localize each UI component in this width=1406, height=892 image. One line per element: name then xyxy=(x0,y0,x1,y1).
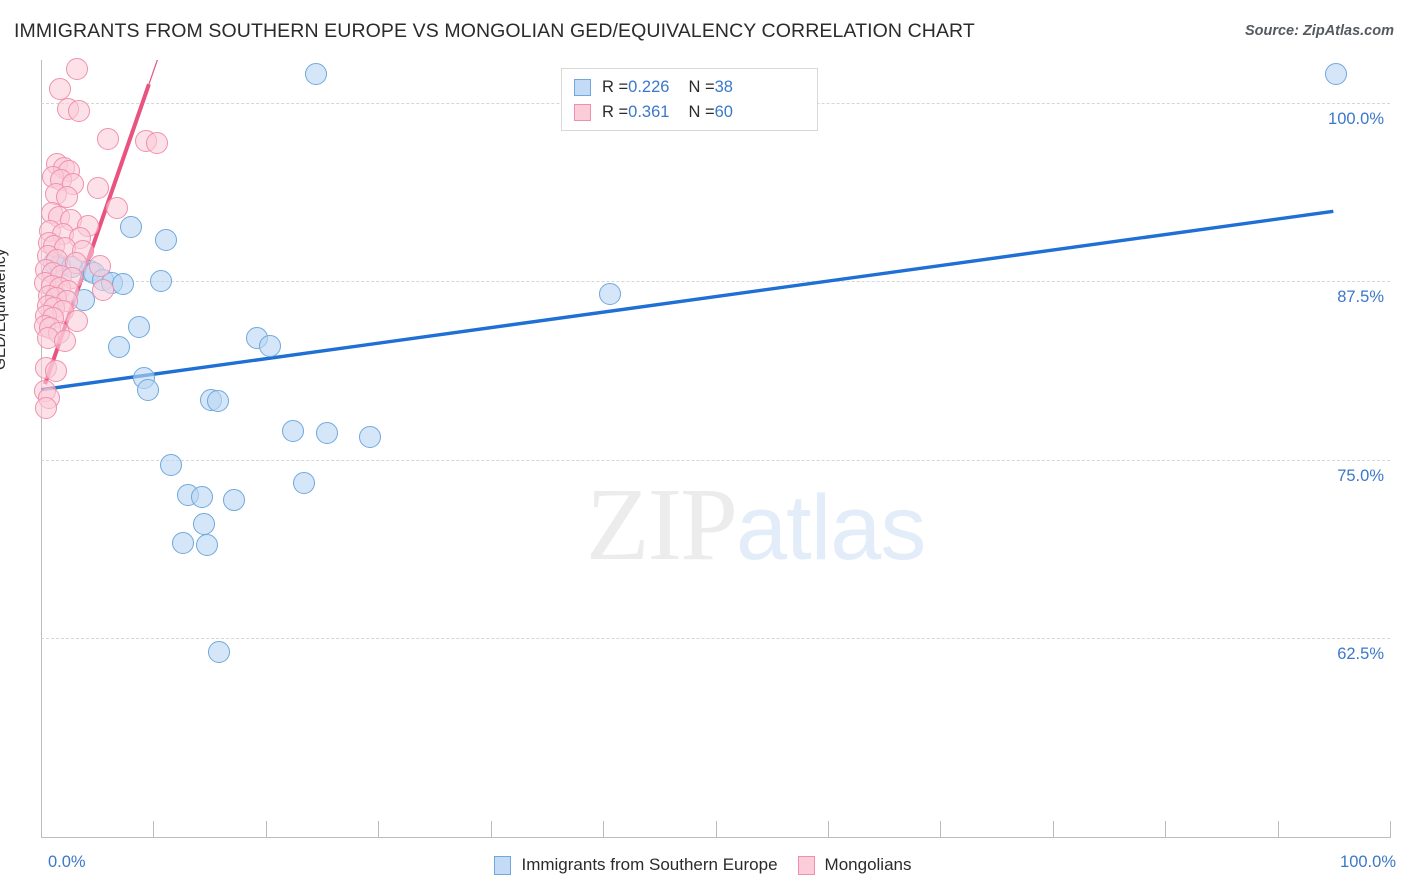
scatter-point xyxy=(136,378,159,401)
gridline xyxy=(41,638,1390,640)
x-axis-tick xyxy=(716,821,717,838)
x-axis-tick xyxy=(41,821,42,838)
page-title: IMMIGRANTS FROM SOUTHERN EUROPE VS MONGO… xyxy=(14,20,975,42)
stats-legend-row: R = 0.226 N = 38 xyxy=(574,75,805,100)
legend-swatch-mongolians xyxy=(797,855,815,875)
r-value: 0.361 xyxy=(628,103,670,121)
scatter-point xyxy=(54,330,77,353)
x-axis-tick xyxy=(603,821,604,838)
x-axis-min-label: 0.0% xyxy=(48,853,86,871)
x-axis-tick xyxy=(266,821,267,838)
scatter-point xyxy=(171,531,194,554)
scatter-point xyxy=(159,454,182,477)
scatter-point xyxy=(97,127,120,150)
scatter-point xyxy=(150,270,173,293)
x-axis-tick xyxy=(828,821,829,838)
legend-item[interactable]: Mongolians xyxy=(797,855,912,875)
x-axis-tick xyxy=(491,821,492,838)
y-axis-line xyxy=(41,60,42,838)
scatter-point xyxy=(66,57,89,80)
legend-label: Mongolians xyxy=(824,855,912,874)
x-axis-tick xyxy=(378,821,379,838)
n-value: 38 xyxy=(714,78,733,96)
stats-legend: R = 0.226 N = 38 R = 0.361 N = 60 xyxy=(561,68,818,131)
scatter-point xyxy=(146,131,168,154)
x-axis-tick xyxy=(1278,821,1279,838)
scatter-point xyxy=(206,390,229,413)
trendline-extension xyxy=(148,60,158,85)
r-label: R = xyxy=(602,103,629,121)
stats-legend-row: R = 0.361 N = 60 xyxy=(574,100,805,125)
n-value: 60 xyxy=(714,103,733,121)
scatter-point xyxy=(105,197,128,220)
scatter-point xyxy=(293,471,316,494)
scatter-point xyxy=(359,425,382,448)
r-value: 0.226 xyxy=(628,78,670,96)
scatter-point xyxy=(89,254,112,277)
scatter-point xyxy=(86,177,109,200)
scatter-point xyxy=(67,100,90,123)
legend-label: Immigrants from Southern Europe xyxy=(521,855,778,874)
n-label: N = xyxy=(688,78,715,96)
y-axis-tick-label: 100.0% xyxy=(1328,109,1384,128)
legend-swatch-pink xyxy=(574,104,591,121)
y-axis-tick-label: 75.0% xyxy=(1337,466,1384,485)
scatter-point xyxy=(193,512,216,535)
scatter-point xyxy=(66,310,89,333)
scatter-point xyxy=(35,397,58,420)
x-axis-tick xyxy=(1390,821,1391,838)
scatter-point xyxy=(315,421,338,444)
scatter-point xyxy=(44,360,67,383)
trendlines xyxy=(41,60,1334,392)
gridline xyxy=(41,281,1390,283)
legend-swatch-blue xyxy=(574,79,591,96)
series-legend: Immigrants from Southern Europe Mongolian… xyxy=(0,849,1406,881)
plot-area: ZIPatlas 100.0% 87.5% 75.0% 62.5% xyxy=(34,57,1391,838)
scatter-point xyxy=(55,186,78,209)
scatter-point xyxy=(128,315,151,338)
y-axis-tick-label: 62.5% xyxy=(1337,645,1384,664)
scatter-point xyxy=(155,228,178,251)
scatter-point xyxy=(208,641,231,664)
gridline xyxy=(41,459,1390,461)
n-label: N = xyxy=(688,103,715,121)
x-axis-line xyxy=(41,837,1390,838)
r-label: R = xyxy=(602,78,629,96)
scatter-point xyxy=(195,534,218,557)
scatter-point xyxy=(190,485,213,508)
legend-swatch-southern-europe xyxy=(494,855,512,875)
y-axis-title: GED/Equivalency xyxy=(0,248,9,370)
x-axis-tick xyxy=(153,821,154,838)
scatter-point xyxy=(108,335,131,358)
trendline xyxy=(41,209,1334,392)
x-axis-max-label: 100.0% xyxy=(1340,853,1396,871)
scatter-point xyxy=(599,283,622,306)
scatter-point xyxy=(92,278,115,301)
scatter-point xyxy=(48,77,71,100)
scatter-point xyxy=(1325,63,1348,86)
x-axis-tick xyxy=(1053,821,1054,838)
scatter-point xyxy=(222,488,245,511)
legend-item[interactable]: Immigrants from Southern Europe xyxy=(494,855,778,875)
scatter-point xyxy=(259,334,282,357)
x-axis-tick xyxy=(1165,821,1166,838)
x-axis-tick xyxy=(940,821,941,838)
source-label: Source: ZipAtlas.com xyxy=(1244,23,1394,39)
y-axis-tick-label: 87.5% xyxy=(1337,288,1384,307)
scatter-point xyxy=(282,420,305,443)
scatter-point xyxy=(120,216,143,239)
scatter-point xyxy=(305,63,328,86)
